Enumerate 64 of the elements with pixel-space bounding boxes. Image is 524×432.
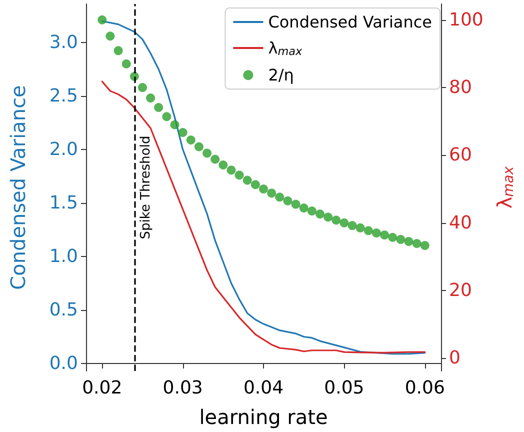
x-tick-label: 0.04	[243, 378, 284, 398]
ref-line-label: Spike Threshold	[138, 136, 154, 240]
y-tick-label: 1.0	[49, 246, 78, 268]
y2-tick-label: 20	[449, 280, 472, 301]
y-axis-title: Condensed Variance	[6, 85, 30, 290]
y-tick-label: 3.0	[49, 32, 78, 54]
y-tick-label: 1.5	[49, 192, 78, 214]
point	[194, 142, 204, 152]
point	[146, 94, 156, 103]
point	[364, 226, 373, 236]
y2-axis-title: λmax	[492, 166, 517, 209]
point	[267, 188, 276, 198]
point	[162, 112, 172, 122]
point	[242, 176, 252, 185]
y2-tick-label: 60	[449, 144, 472, 166]
y-tick-label: 2.5	[49, 86, 78, 107]
point	[250, 180, 260, 190]
point	[372, 228, 381, 238]
y2-tick-label: 40	[449, 212, 472, 234]
point	[396, 234, 406, 244]
point	[332, 216, 341, 225]
point	[170, 120, 180, 130]
x-axis-title: learning rate	[199, 405, 328, 429]
point	[412, 238, 422, 248]
point	[210, 154, 220, 164]
y2-tick-label: 100	[449, 9, 484, 30]
point	[348, 221, 357, 230]
point	[380, 230, 390, 240]
y2-tick-label: 80	[449, 77, 472, 98]
legend-label: 2/η	[268, 66, 294, 85]
y-tick-label: 0.0	[49, 353, 78, 374]
point	[234, 170, 244, 180]
point	[315, 210, 324, 219]
point	[202, 148, 212, 158]
point	[299, 203, 308, 212]
point	[186, 135, 196, 144]
x-tick-label: 0.05	[324, 378, 364, 398]
point	[178, 128, 188, 138]
point	[98, 15, 107, 24]
point	[154, 103, 164, 112]
x-tick-label: 0.06	[404, 378, 445, 398]
x-tick-label: 0.02	[82, 378, 122, 398]
point	[404, 236, 414, 246]
point	[275, 192, 284, 202]
point	[138, 83, 147, 92]
point	[340, 218, 349, 228]
point	[307, 206, 316, 216]
point	[122, 59, 131, 68]
point	[324, 212, 333, 222]
point	[114, 46, 123, 56]
legend-label: Condensed Variance	[268, 12, 432, 32]
y-tick-label: 0.5	[49, 300, 78, 321]
point	[106, 32, 115, 41]
point	[259, 184, 268, 194]
point	[420, 241, 430, 250]
x-tick-label: 0.03	[162, 378, 203, 398]
point	[388, 232, 398, 242]
point	[291, 200, 300, 209]
point	[356, 223, 365, 232]
point	[218, 160, 228, 170]
y2-tick-label: 0	[449, 348, 460, 369]
point	[226, 166, 236, 175]
y-tick-label: 2.0	[49, 139, 78, 160]
point	[283, 196, 292, 206]
